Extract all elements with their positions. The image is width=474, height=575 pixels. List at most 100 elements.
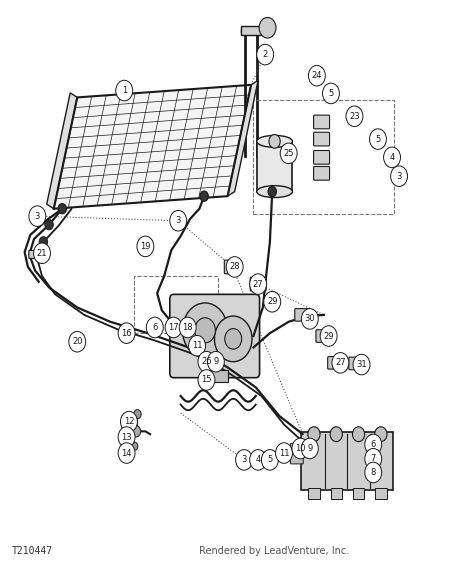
FancyBboxPatch shape	[202, 370, 228, 382]
Text: 5: 5	[375, 135, 381, 144]
Circle shape	[301, 438, 318, 459]
FancyBboxPatch shape	[291, 454, 303, 464]
Text: 9: 9	[307, 444, 312, 453]
Circle shape	[346, 106, 363, 126]
Text: 5: 5	[328, 89, 334, 98]
Ellipse shape	[257, 135, 292, 147]
Text: 10: 10	[295, 444, 306, 453]
Circle shape	[322, 83, 339, 104]
Circle shape	[137, 236, 154, 256]
Text: 3: 3	[35, 212, 40, 221]
Circle shape	[189, 335, 206, 356]
Circle shape	[146, 317, 163, 338]
Circle shape	[275, 443, 292, 463]
Circle shape	[118, 427, 135, 447]
Text: 13: 13	[121, 432, 132, 442]
Text: 16: 16	[121, 329, 132, 338]
Circle shape	[259, 17, 276, 38]
FancyBboxPatch shape	[375, 488, 386, 499]
Text: 15: 15	[201, 375, 212, 385]
Text: T210447: T210447	[11, 546, 53, 556]
FancyBboxPatch shape	[349, 357, 367, 370]
Circle shape	[280, 143, 297, 164]
FancyBboxPatch shape	[328, 356, 344, 369]
Text: 29: 29	[323, 332, 334, 340]
Circle shape	[116, 81, 133, 101]
Text: 29: 29	[267, 297, 277, 306]
Text: 3: 3	[241, 455, 247, 465]
Circle shape	[301, 309, 318, 329]
Circle shape	[200, 191, 209, 201]
Circle shape	[208, 351, 224, 372]
Text: 6: 6	[371, 440, 376, 449]
Circle shape	[264, 292, 281, 312]
Circle shape	[198, 351, 215, 372]
FancyBboxPatch shape	[257, 141, 292, 191]
FancyBboxPatch shape	[353, 488, 364, 499]
Text: 23: 23	[349, 112, 360, 121]
FancyBboxPatch shape	[170, 294, 260, 378]
Circle shape	[58, 204, 66, 214]
Circle shape	[228, 262, 237, 272]
FancyBboxPatch shape	[314, 115, 329, 129]
Text: 28: 28	[229, 262, 240, 271]
Circle shape	[118, 323, 135, 343]
Circle shape	[250, 450, 266, 470]
Circle shape	[332, 352, 349, 373]
Circle shape	[309, 66, 325, 86]
Circle shape	[226, 256, 243, 277]
Circle shape	[134, 409, 141, 419]
Circle shape	[269, 135, 280, 148]
Circle shape	[391, 166, 408, 186]
Circle shape	[131, 442, 138, 450]
Circle shape	[118, 443, 135, 463]
FancyBboxPatch shape	[316, 329, 332, 342]
Circle shape	[330, 427, 342, 442]
FancyBboxPatch shape	[330, 488, 342, 499]
Circle shape	[320, 326, 337, 346]
FancyBboxPatch shape	[301, 432, 393, 490]
Text: 18: 18	[182, 323, 193, 332]
FancyBboxPatch shape	[29, 250, 43, 258]
FancyBboxPatch shape	[291, 443, 303, 454]
Text: 27: 27	[335, 358, 346, 367]
Circle shape	[257, 44, 273, 65]
Text: 17: 17	[168, 323, 179, 332]
Text: 4: 4	[390, 153, 395, 162]
Text: Rendered by LeadVenture, Inc.: Rendered by LeadVenture, Inc.	[200, 546, 350, 556]
Text: 5: 5	[267, 455, 273, 465]
Text: 27: 27	[253, 279, 264, 289]
Ellipse shape	[257, 186, 292, 198]
Text: 25: 25	[283, 149, 294, 158]
Circle shape	[375, 427, 387, 442]
Circle shape	[170, 210, 187, 231]
Circle shape	[195, 318, 215, 343]
Circle shape	[165, 317, 182, 338]
Circle shape	[292, 438, 309, 459]
FancyBboxPatch shape	[314, 151, 329, 164]
Polygon shape	[228, 81, 258, 196]
Text: 9: 9	[213, 357, 219, 366]
Circle shape	[131, 426, 141, 437]
Text: 14: 14	[121, 448, 132, 458]
Circle shape	[262, 450, 278, 470]
Polygon shape	[54, 85, 251, 209]
Text: 2: 2	[263, 50, 268, 59]
Text: 30: 30	[304, 315, 315, 323]
FancyBboxPatch shape	[295, 309, 311, 321]
Circle shape	[365, 448, 382, 469]
Text: 11: 11	[279, 448, 289, 458]
Circle shape	[29, 206, 46, 227]
FancyBboxPatch shape	[241, 26, 262, 35]
Polygon shape	[47, 93, 77, 209]
Circle shape	[365, 462, 382, 483]
Text: 6: 6	[152, 323, 157, 332]
Circle shape	[179, 317, 196, 338]
Circle shape	[236, 450, 253, 470]
Circle shape	[45, 220, 53, 230]
Text: 3: 3	[396, 172, 402, 181]
Text: 3: 3	[175, 216, 181, 225]
Text: 21: 21	[37, 249, 47, 258]
Text: 1: 1	[122, 86, 127, 95]
Circle shape	[69, 331, 86, 352]
